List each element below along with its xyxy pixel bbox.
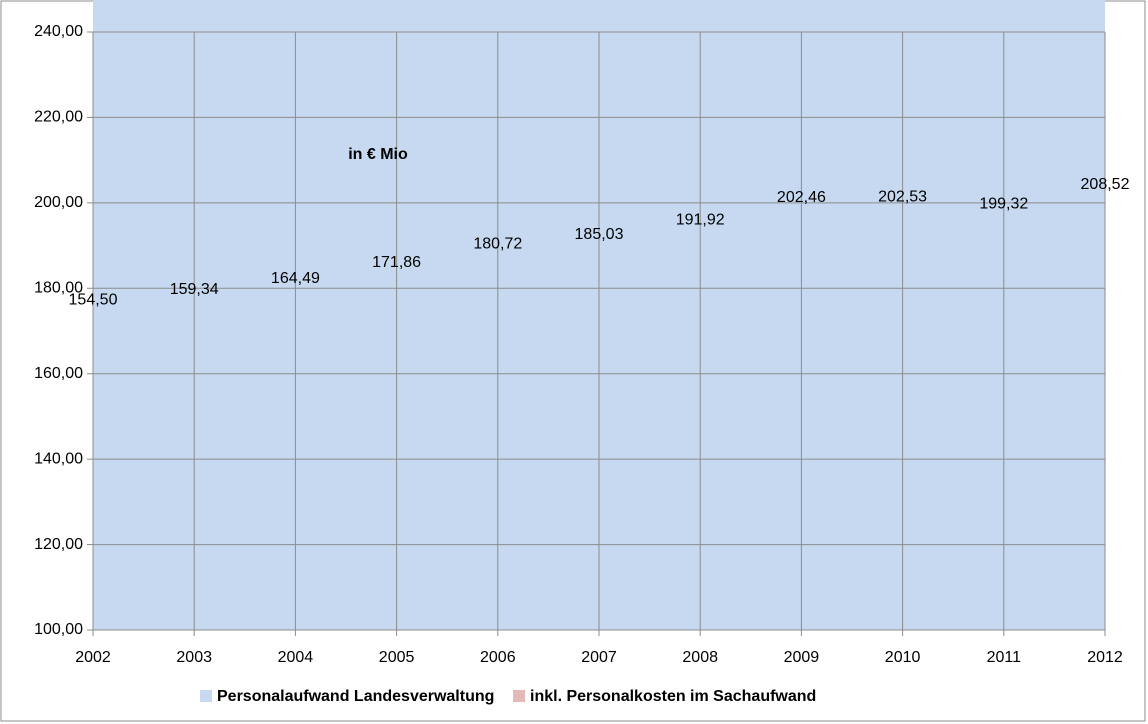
data-label: 208,52 [1081,176,1130,193]
x-tick-label: 2005 [379,649,415,666]
data-label: 202,46 [777,189,826,206]
legend-label: Personalaufwand Landesverwaltung [217,688,494,705]
y-tick-label: 160,00 [34,365,83,382]
data-label: 185,03 [575,226,624,243]
data-label: 199,32 [979,196,1028,213]
legend-swatch [513,690,525,702]
legend-swatch [200,690,212,702]
x-tick-label: 2004 [278,649,314,666]
x-tick-label: 2003 [176,649,212,666]
y-tick-label: 100,00 [34,621,83,638]
data-label: 202,53 [878,189,927,206]
x-tick-label: 2011 [987,649,1022,666]
data-label: 159,34 [170,281,219,298]
x-tick-label: 2006 [480,649,516,666]
y-tick-label: 180,00 [34,280,83,297]
data-label: 191,92 [676,211,725,228]
y-tick-label: 140,00 [34,450,83,467]
labels: 154,50 159,34 164,49 171,86 180,72 185,03 191,… [69,176,1130,308]
y-tick-label: 220,00 [34,109,83,126]
y-tick-label: 120,00 [34,536,83,553]
x-tick-label: 2007 [581,649,617,666]
y-tick-label: 240,00 [34,23,83,40]
y-tick-label: 200,00 [34,194,83,211]
x-tick-label: 2009 [784,649,820,666]
x-tick-label: 2002 [75,649,111,666]
legend-label: inkl. Personalkosten im Sachaufwand [530,688,816,705]
x-tick-label: 2012 [1087,649,1123,666]
annotation: in € Mio [348,146,408,163]
data-label: 171,86 [372,254,421,271]
x-tick-label: 2008 [682,649,718,666]
grid: 100,00 120,00 140,00 160,00 180,00 200,00 220,… [34,23,1123,666]
data-label: 154,50 [69,291,118,308]
x-tick-label: 2010 [885,649,921,666]
data-label: 164,49 [271,270,320,287]
data-label: 180,72 [473,235,522,252]
